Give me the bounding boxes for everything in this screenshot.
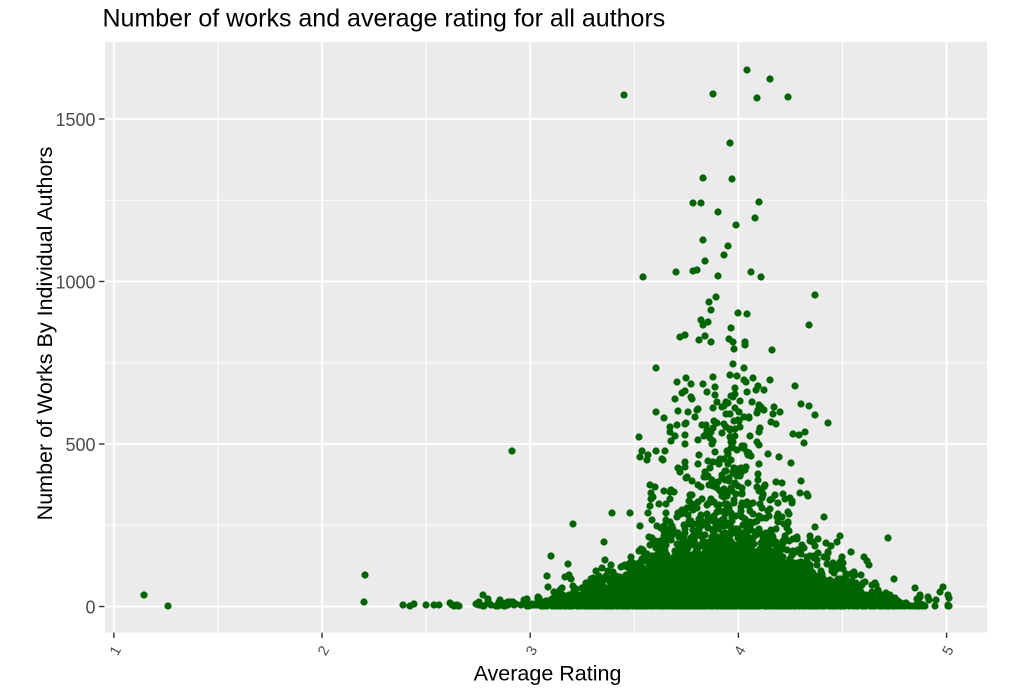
svg-text:1: 1 [107,643,125,658]
svg-text:5: 5 [940,643,958,658]
svg-text:500: 500 [65,435,95,455]
svg-text:1000: 1000 [55,273,95,293]
svg-text:0: 0 [85,598,95,618]
svg-text:Number of Works By Individual: Number of Works By Individual Authors [33,147,57,521]
svg-text:Average Rating: Average Rating [474,662,622,686]
svg-text:3: 3 [523,643,541,658]
svg-text:1500: 1500 [55,110,95,130]
svg-text:Number of works and average ra: Number of works and average rating for a… [103,5,666,33]
svg-text:2: 2 [315,643,333,658]
svg-text:4: 4 [732,643,750,658]
